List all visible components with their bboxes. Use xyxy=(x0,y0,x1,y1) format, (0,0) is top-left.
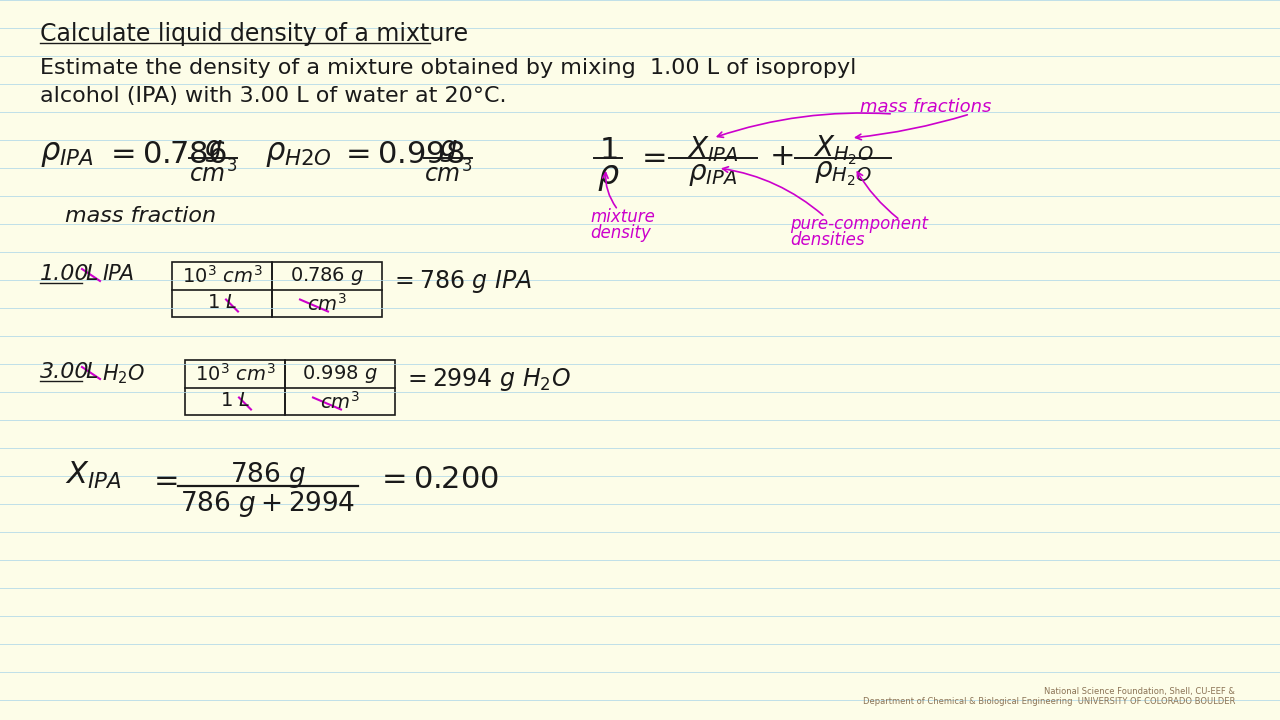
Text: $cm^3$: $cm^3$ xyxy=(307,292,347,315)
Bar xyxy=(273,262,381,317)
Text: pure-component: pure-component xyxy=(790,215,928,233)
Text: $= 786\ g\ IPA$: $= 786\ g\ IPA$ xyxy=(390,268,532,295)
Text: $=$: $=$ xyxy=(148,465,178,494)
Text: 1.00: 1.00 xyxy=(40,264,90,284)
Text: alcohol (IPA) with 3.00 L of water at 20°C.: alcohol (IPA) with 3.00 L of water at 20… xyxy=(40,86,507,106)
Text: $X_{H_2O}$: $X_{H_2O}$ xyxy=(813,134,873,167)
Text: $g$: $g$ xyxy=(204,136,223,164)
Text: $\rho_{H2O}$: $\rho_{H2O}$ xyxy=(265,140,332,169)
Text: Calculate liquid density of a mixture: Calculate liquid density of a mixture xyxy=(40,22,468,46)
Text: $1\ L$: $1\ L$ xyxy=(220,390,250,410)
Text: $\rho_{IPA}$: $\rho_{IPA}$ xyxy=(689,160,737,188)
Text: $H_2O$: $H_2O$ xyxy=(102,362,145,386)
Text: 3.00: 3.00 xyxy=(40,362,90,382)
Bar xyxy=(186,360,285,415)
Text: National Science Foundation, Shell, CU-EEF &
Department of Chemical & Biological: National Science Foundation, Shell, CU-E… xyxy=(863,687,1235,706)
Text: mixture: mixture xyxy=(590,208,655,226)
Text: mass fractions: mass fractions xyxy=(860,98,992,116)
Text: $786\ g$: $786\ g$ xyxy=(229,460,306,490)
Text: $= 0.200$: $= 0.200$ xyxy=(376,465,499,494)
Text: $\rho$: $\rho$ xyxy=(596,160,620,193)
Text: $= 2994\ g\ H_2O$: $= 2994\ g\ H_2O$ xyxy=(403,366,571,393)
Text: $= 0.786$: $= 0.786$ xyxy=(105,140,228,169)
Text: $0.786\ g$: $0.786\ g$ xyxy=(289,265,364,287)
Text: $786\ g + 2994$: $786\ g + 2994$ xyxy=(180,489,356,519)
Text: Estimate the density of a mixture obtained by mixing  1.00 L of isopropyl: Estimate the density of a mixture obtain… xyxy=(40,58,856,78)
Text: $cm^3$: $cm^3$ xyxy=(320,390,360,413)
Text: $1$: $1$ xyxy=(599,136,617,165)
Text: $= 0.998$: $= 0.998$ xyxy=(340,140,465,169)
Text: $\rho_{IPA}$: $\rho_{IPA}$ xyxy=(40,140,93,169)
Bar xyxy=(172,262,273,317)
Text: $cm^3$: $cm^3$ xyxy=(424,160,472,187)
Bar xyxy=(285,360,396,415)
Text: $X_{IPA}$: $X_{IPA}$ xyxy=(687,134,739,163)
Text: $10^3\ cm^3$: $10^3\ cm^3$ xyxy=(195,363,275,385)
Text: $0.998\ g$: $0.998\ g$ xyxy=(302,363,378,385)
Text: $1\ L$: $1\ L$ xyxy=(207,292,237,312)
Text: densities: densities xyxy=(790,231,864,249)
Text: L: L xyxy=(84,362,97,382)
Text: $10^3\ cm^3$: $10^3\ cm^3$ xyxy=(182,265,262,287)
Text: $g$: $g$ xyxy=(439,136,457,164)
Text: $+$: $+$ xyxy=(769,142,794,171)
Text: $\rho_{H_2O}$: $\rho_{H_2O}$ xyxy=(814,160,872,188)
Text: mass fraction: mass fraction xyxy=(65,206,216,226)
Text: L: L xyxy=(84,264,97,284)
Text: $X_{IPA}$: $X_{IPA}$ xyxy=(65,460,122,491)
Text: density: density xyxy=(590,224,650,242)
Text: $=$: $=$ xyxy=(636,142,667,171)
Text: IPA: IPA xyxy=(102,264,134,284)
Text: $cm^3$: $cm^3$ xyxy=(189,160,237,187)
